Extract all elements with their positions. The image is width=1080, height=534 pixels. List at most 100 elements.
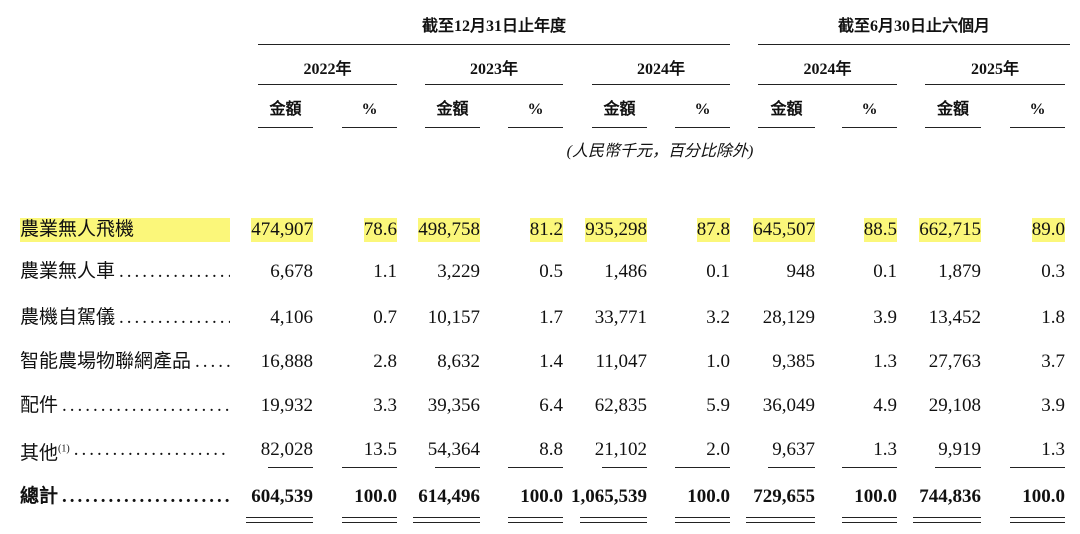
cell: 3.9 [1041,395,1065,416]
cell: 604,539 [251,486,313,507]
cell: 1,486 [604,261,647,282]
cell: 0.5 [539,261,563,282]
label: 配件 [20,395,63,416]
cell: 1.3 [1041,439,1065,460]
row-label: 配件 [20,394,230,418]
rule [675,517,730,518]
cell: 1.4 [539,351,563,372]
cell: 36,049 [762,395,815,416]
footnote: (1) [58,444,70,455]
cell: 0.1 [873,261,897,282]
cell: 78.6 [363,218,397,242]
amount-header: 金額 [269,101,302,118]
rule [913,517,981,518]
cell: 21,102 [594,439,647,460]
cell: 614,496 [418,486,480,507]
cell: 1,879 [938,261,981,282]
rule [580,517,647,518]
cell: 2.8 [373,351,397,372]
percent-header: % [1029,101,1046,118]
rule [842,127,897,128]
cell: 4,106 [270,307,313,328]
rule [413,522,480,523]
cell: 729,655 [753,486,815,507]
cell: 29,108 [928,395,981,416]
amount-header: 金額 [770,101,803,118]
label: 其他(1) [20,443,74,465]
rule [258,84,397,85]
cell: 9,637 [772,439,815,460]
year-header: 2024年 [803,61,852,78]
cell: 3.3 [373,395,397,416]
cell: 62,835 [594,395,647,416]
rule [675,127,730,128]
rule [425,127,480,128]
cell: 89.0 [1031,218,1065,242]
cell: 100.0 [1022,486,1065,507]
cell: 5.9 [706,395,730,416]
cell: 6.4 [539,395,563,416]
rule [1010,127,1065,128]
cell: 498,758 [418,218,480,242]
percent-header: % [361,101,378,118]
rule [602,467,647,468]
year-header: 2025年 [970,61,1019,78]
cell: 948 [786,261,816,282]
cell: 81.2 [529,218,563,242]
label: 總計 [20,486,63,507]
rule [592,127,647,128]
cell: 13.5 [363,439,397,460]
rule [342,522,397,523]
rule [842,522,897,523]
group-header: 截至6月30日止六個月 [837,18,990,35]
row-label: 總計 [20,485,230,509]
percent-header: % [527,101,544,118]
rule [508,467,563,468]
rule [580,522,647,523]
amount-header: 金額 [603,101,636,118]
rule [675,467,730,468]
cell: 1.3 [873,351,897,372]
rule [913,522,981,523]
cell: 100.0 [687,486,730,507]
cell: 28,129 [762,307,815,328]
cell: 1.7 [539,307,563,328]
rule [246,517,313,518]
rule [508,517,563,518]
cell: 8.8 [539,439,563,460]
cell: 10,157 [427,307,480,328]
rule [1010,467,1065,468]
rule [935,467,981,468]
cell: 3.2 [706,307,730,328]
rule [758,44,1070,45]
cell: 88.5 [863,218,897,242]
rule [508,127,563,128]
rule [842,467,897,468]
cell: 8,632 [437,351,480,372]
rule [925,127,981,128]
cell: 33,771 [594,307,647,328]
label: 智能農場物聯網產品 [20,351,196,372]
year-header: 2022年 [303,61,352,78]
group-header: 截至12月31日止年度 [421,18,566,35]
cell: 13,452 [928,307,981,328]
rule [413,517,480,518]
cell: 3.7 [1041,351,1065,372]
percent-header: % [694,101,711,118]
rule [1010,522,1065,523]
cell: 100.0 [354,486,397,507]
cell: 19,932 [260,395,313,416]
row-label: 其他(1) [20,438,230,466]
rule [758,127,815,128]
rule [342,517,397,518]
cell: 0.3 [1041,261,1065,282]
rule [508,522,563,523]
row-label: 農業無人飛機 [20,218,230,242]
cell: 744,836 [919,486,981,507]
row-label: 智能農場物聯網產品 [20,350,230,374]
cell: 1.1 [373,261,397,282]
cell: 87.8 [696,218,730,242]
cell: 474,907 [251,218,313,242]
rule [342,467,397,468]
